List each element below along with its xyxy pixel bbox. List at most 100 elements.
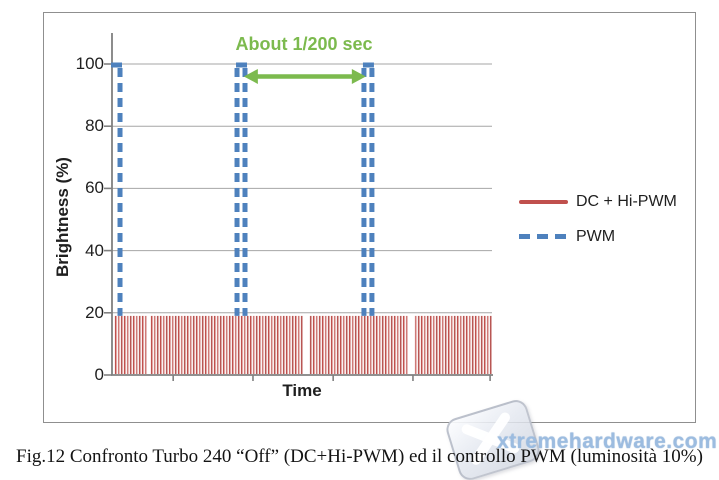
- annotation-arrowhead-left: [243, 68, 258, 84]
- dc-hi-pwm-stripe: [426, 315, 429, 374]
- dc-hi-pwm-stripe: [264, 315, 267, 374]
- dc-hi-pwm-stripe: [141, 315, 144, 374]
- dc-hi-pwm-stripe: [255, 315, 258, 374]
- dc-hi-pwm-stripe: [432, 315, 435, 374]
- dc-hi-pwm-stripe: [366, 315, 369, 374]
- dc-hi-pwm-stripe: [162, 315, 165, 374]
- dc-hi-pwm-stripe: [459, 315, 462, 374]
- dc-hi-pwm-stripe: [468, 315, 471, 374]
- dc-hi-pwm-stripe: [399, 315, 402, 374]
- dc-hi-pwm-stripe: [222, 315, 225, 374]
- dc-hi-pwm-stripe: [393, 315, 396, 374]
- dc-hi-pwm-stripe: [387, 315, 390, 374]
- dc-hi-pwm-stripe: [279, 315, 282, 374]
- dc-hi-pwm-stripe: [438, 315, 441, 374]
- dc-hi-pwm-stripe: [216, 315, 219, 374]
- dc-hi-pwm-stripe: [351, 315, 354, 374]
- dc-hi-pwm-stripe: [294, 315, 297, 374]
- dc-hi-pwm-stripe: [228, 315, 231, 374]
- dc-hi-pwm-stripe: [300, 315, 303, 374]
- dc-hi-pwm-stripe: [462, 315, 465, 374]
- dc-hi-pwm-stripe: [246, 315, 249, 374]
- dc-hi-pwm-stripe: [288, 315, 291, 374]
- dc-hi-pwm-stripe: [450, 315, 453, 374]
- dc-hi-pwm-stripe: [372, 315, 375, 374]
- dc-hi-pwm-stripe: [234, 315, 237, 374]
- annotation-arrowhead-right: [351, 68, 366, 84]
- dc-hi-pwm-stripe: [309, 315, 312, 374]
- dc-hi-pwm-stripe: [339, 315, 342, 374]
- legend-swatch-dc-hi-pwm: [519, 200, 568, 204]
- dc-hi-pwm-stripe: [165, 315, 168, 374]
- dc-hi-pwm-stripe: [168, 315, 171, 374]
- figure-caption: Fig.12 Confronto Turbo 240 “Off” (DC+Hi-…: [16, 446, 703, 467]
- dc-hi-pwm-stripe: [243, 315, 246, 374]
- dc-hi-pwm-stripe: [336, 315, 339, 374]
- dc-hi-pwm-stripe: [357, 315, 360, 374]
- dc-hi-pwm-stripe: [360, 315, 363, 374]
- dc-hi-pwm-stripe: [342, 315, 345, 374]
- dc-hi-pwm-stripe: [333, 315, 336, 374]
- dc-hi-pwm-stripe: [276, 315, 279, 374]
- dc-hi-pwm-stripe: [156, 315, 159, 374]
- dc-hi-pwm-stripe: [312, 315, 315, 374]
- dc-hi-pwm-stripe: [210, 315, 213, 374]
- dc-hi-pwm-stripe: [423, 315, 426, 374]
- dc-hi-pwm-stripe: [213, 315, 216, 374]
- dc-hi-pwm-stripe: [402, 315, 405, 374]
- y-tick-label-40: 40: [85, 240, 104, 260]
- y-tick-label-60: 60: [85, 178, 104, 198]
- dc-hi-pwm-stripe: [345, 315, 348, 374]
- dc-hi-pwm-stripe: [135, 315, 138, 374]
- dc-hi-pwm-stripe: [273, 315, 276, 374]
- dc-hi-pwm-stripe: [198, 315, 201, 374]
- dc-hi-pwm-stripe: [483, 315, 486, 374]
- dc-hi-pwm-stripe: [429, 315, 432, 374]
- dc-hi-pwm-stripe: [354, 315, 357, 374]
- dc-hi-pwm-stripe: [195, 315, 198, 374]
- dc-hi-pwm-stripe: [120, 315, 123, 374]
- y-axis-title: Brightness (%): [53, 157, 72, 277]
- dc-hi-pwm-stripe: [363, 315, 366, 374]
- x-axis-title: Time: [282, 381, 322, 400]
- dc-hi-pwm-stripe: [129, 315, 132, 374]
- dc-hi-pwm-stripe: [252, 315, 255, 374]
- dc-hi-pwm-stripe: [447, 315, 450, 374]
- dc-hi-pwm-stripe: [201, 315, 204, 374]
- dc-hi-pwm-stripe: [321, 315, 324, 374]
- dc-hi-pwm-stripe: [123, 315, 126, 374]
- dc-hi-pwm-stripe: [237, 315, 240, 374]
- dc-hi-pwm-stripe: [465, 315, 468, 374]
- dc-hi-pwm-stripe: [150, 315, 153, 374]
- dc-hi-pwm-stripe: [231, 315, 234, 374]
- dc-hi-pwm-stripe: [405, 315, 408, 374]
- dc-hi-pwm-stripe: [390, 315, 393, 374]
- dc-hi-pwm-stripe: [177, 315, 180, 374]
- dc-hi-pwm-stripe: [183, 315, 186, 374]
- dc-hi-pwm-stripe: [285, 315, 288, 374]
- y-tick-label-80: 80: [85, 116, 104, 136]
- dc-hi-pwm-stripe: [282, 315, 285, 374]
- dc-hi-pwm-stripe: [324, 315, 327, 374]
- dc-hi-pwm-stripe: [249, 315, 252, 374]
- dc-hi-pwm-stripe: [219, 315, 222, 374]
- annotation-label: About 1/200 sec: [235, 34, 373, 54]
- dc-hi-pwm-stripe: [378, 315, 381, 374]
- dc-hi-pwm-stripe: [117, 315, 120, 374]
- dc-hi-pwm-stripe: [144, 315, 147, 374]
- dc-hi-pwm-stripe: [453, 315, 456, 374]
- dc-hi-pwm-stripe: [318, 315, 321, 374]
- dc-hi-pwm-stripe: [489, 315, 492, 374]
- dc-hi-pwm-stripe: [207, 315, 210, 374]
- dc-hi-pwm-stripe: [480, 315, 483, 374]
- y-tick-label-100: 100: [75, 54, 104, 73]
- dc-hi-pwm-stripe: [138, 315, 141, 374]
- dc-hi-pwm-stripe: [369, 315, 372, 374]
- dc-hi-pwm-stripe: [159, 315, 162, 374]
- dc-hi-pwm-stripe: [261, 315, 264, 374]
- dc-hi-pwm-stripe: [384, 315, 387, 374]
- dc-hi-pwm-stripe: [153, 315, 156, 374]
- dc-hi-pwm-stripe: [441, 315, 444, 374]
- dc-hi-pwm-stripe: [258, 315, 261, 374]
